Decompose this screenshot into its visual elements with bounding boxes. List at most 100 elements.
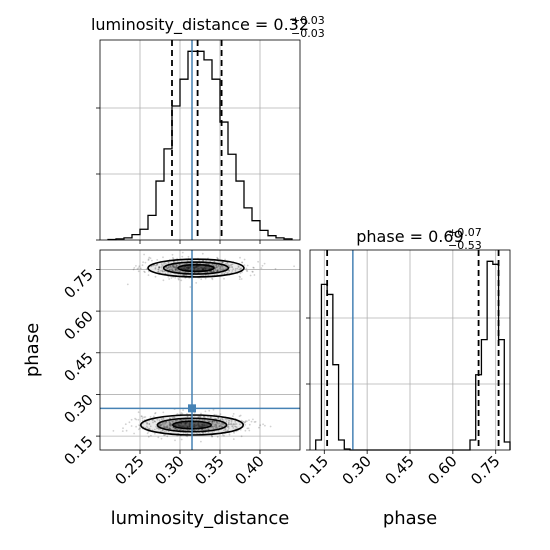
sample-point-27 [175, 266, 178, 269]
sample-point-70 [226, 262, 229, 264]
luminosity-distance-title-main: luminosity_distance = 0.32 [91, 15, 309, 35]
sample-point-1108 [162, 422, 164, 424]
sample-point-841 [186, 425, 189, 428]
sample-point-124 [171, 268, 174, 271]
sample-point-505 [221, 266, 224, 268]
sample-point-1121 [198, 415, 201, 418]
sample-point-1131 [246, 420, 248, 423]
sample-point-728 [146, 425, 148, 428]
sample-point-188 [204, 267, 207, 270]
sample-point-1138 [163, 425, 165, 428]
sample-point-1237 [200, 412, 202, 415]
sample-point-632 [184, 268, 187, 270]
sample-point-1202 [159, 424, 162, 427]
sample-point-1384 [226, 429, 229, 432]
phase-histogram [315, 260, 511, 451]
sample-point-232 [204, 267, 207, 269]
sample-point-200 [181, 255, 184, 258]
sample-point-1083 [193, 424, 196, 426]
sample-point-30 [216, 256, 219, 259]
sample-point-929 [166, 427, 169, 430]
sample-point-746 [178, 425, 180, 427]
sample-point-344 [148, 256, 151, 259]
sample-point-86 [147, 274, 150, 276]
sample-point-1238 [159, 430, 162, 433]
sample-point-141 [175, 268, 178, 271]
sample-point-98 [253, 274, 256, 276]
sample-point-1350 [175, 419, 178, 422]
sample-point-1276 [212, 427, 215, 430]
sample-point-981 [229, 423, 232, 426]
sample-point-272 [186, 266, 189, 269]
sample-point-268 [142, 261, 145, 264]
sample-point-170 [144, 261, 147, 264]
sample-point-1169 [166, 425, 169, 427]
sample-point-972 [170, 423, 172, 426]
sample-point-888 [184, 425, 186, 428]
luminosity-distance-histogram-frame [99, 39, 301, 241]
sample-point-1115 [184, 422, 187, 425]
sample-point-203 [216, 270, 219, 272]
sample-point-415 [237, 265, 240, 268]
sample-point-915 [238, 415, 241, 418]
sample-point-627 [160, 263, 163, 266]
sample-point-986 [186, 426, 189, 429]
corner-2d-ytick-label-2: 0.45 [60, 349, 96, 385]
sample-point-1368 [163, 424, 165, 426]
sample-point-1208 [188, 423, 191, 425]
sample-point-581 [132, 268, 135, 271]
sample-point-1186 [218, 425, 221, 427]
sample-point-1353 [180, 424, 182, 427]
sample-point-1039 [174, 427, 177, 430]
sample-point-912 [174, 424, 177, 427]
sample-point-711 [125, 429, 128, 432]
sample-point-329 [140, 267, 142, 270]
sample-point-524 [163, 270, 166, 272]
sample-point-187 [177, 278, 180, 281]
sample-point-82 [219, 269, 222, 272]
sample-point-844 [201, 423, 203, 426]
sample-point-748 [234, 420, 237, 423]
sample-point-501 [222, 261, 225, 264]
sample-point-94 [202, 267, 205, 270]
sample-point-26 [252, 266, 255, 269]
sample-point-1024 [186, 432, 189, 435]
phase-histogram-grid [310, 250, 510, 450]
sample-point-471 [241, 261, 244, 264]
sample-point-54 [218, 261, 221, 264]
sample-point-605 [153, 264, 156, 267]
sample-point-463 [163, 263, 165, 265]
sample-point-246 [241, 261, 243, 264]
sample-point-682 [210, 270, 213, 273]
phase-xtick-label-0: 0.15 [296, 452, 332, 488]
corner-2d-xtick-label-3: 0.40 [231, 452, 267, 488]
sample-point-614 [194, 266, 197, 269]
sample-point-357 [135, 265, 137, 267]
sample-point-1200 [172, 420, 175, 423]
sample-point-1091 [166, 435, 169, 438]
phase-title-upper-error: +0.07 [448, 226, 482, 239]
sample-point-492 [160, 269, 163, 272]
sample-point-17 [171, 269, 174, 271]
sample-point-146 [213, 270, 215, 273]
sample-point-404 [201, 266, 204, 269]
sample-point-228 [178, 263, 181, 266]
sample-point-465 [195, 266, 197, 269]
sample-point-1181 [218, 422, 221, 424]
sample-point-701 [215, 421, 218, 424]
sample-point-1021 [121, 430, 124, 432]
sample-point-895 [168, 423, 171, 426]
sample-point-1315 [228, 433, 231, 436]
sample-point-318 [215, 266, 217, 268]
sample-point-744 [184, 423, 187, 426]
sample-point-881 [219, 413, 222, 415]
sample-point-502 [219, 266, 222, 268]
sample-point-551 [154, 267, 157, 270]
sample-point-366 [200, 267, 202, 269]
sample-point-1314 [189, 424, 192, 427]
sample-point-34 [224, 258, 227, 261]
sample-point-1172 [178, 424, 181, 427]
sample-point-378 [151, 259, 153, 262]
sample-point-127 [170, 268, 173, 271]
sample-point-297 [221, 261, 224, 264]
